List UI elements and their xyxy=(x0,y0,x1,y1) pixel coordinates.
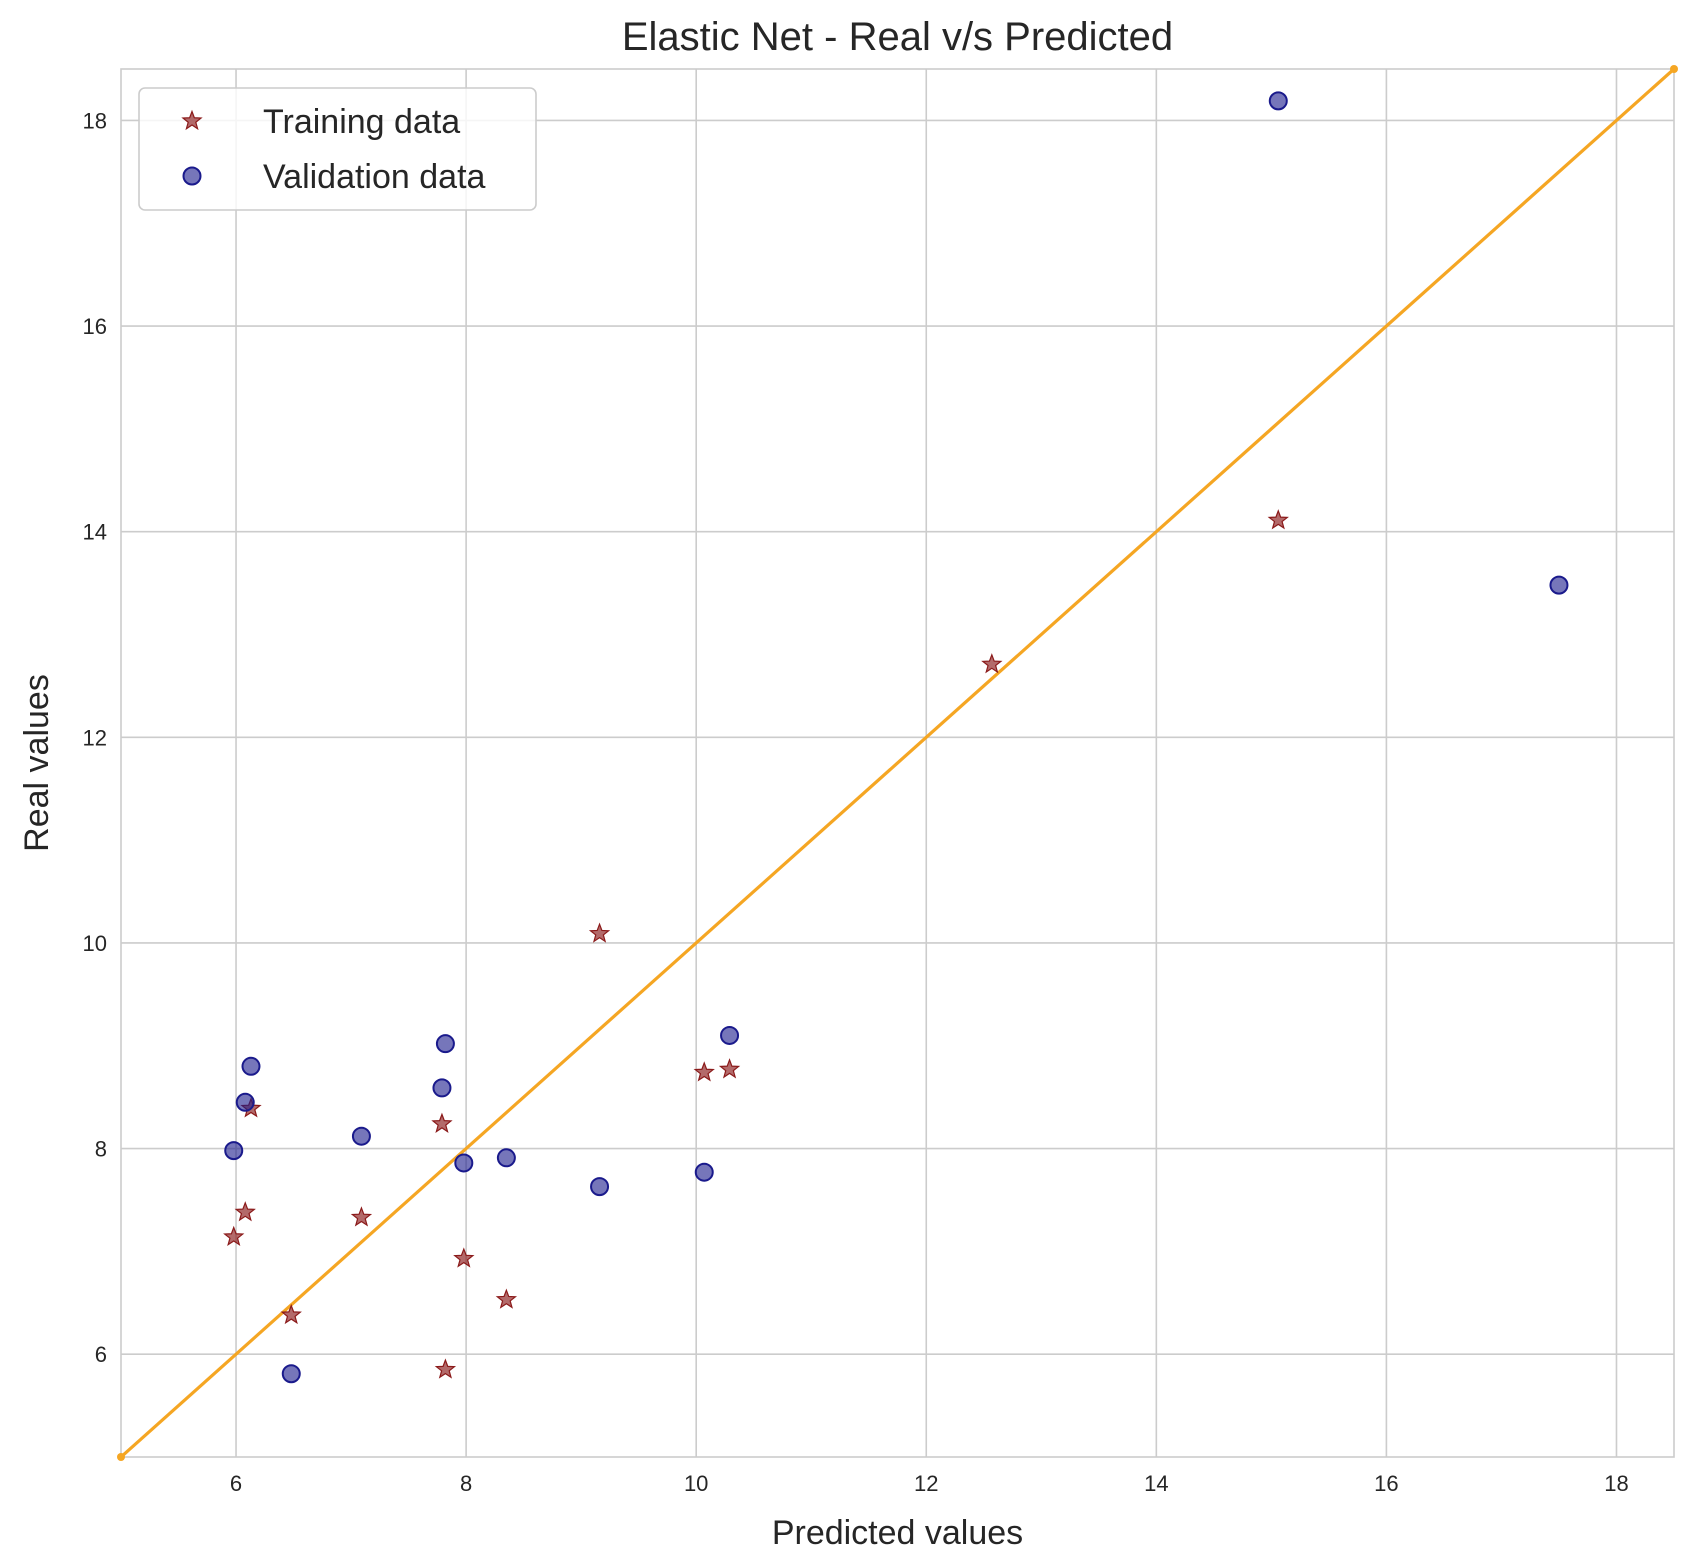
training-point xyxy=(280,1303,302,1325)
training-point xyxy=(693,1061,715,1082)
legend-marker xyxy=(182,166,202,186)
legend-label-training: Training data xyxy=(263,103,460,141)
validation-point xyxy=(281,1364,301,1384)
y-tick-label: 18 xyxy=(83,108,107,133)
x-tick-label: 10 xyxy=(684,1471,708,1496)
y-tick-label: 14 xyxy=(83,520,107,545)
plot-frame xyxy=(120,68,1675,1458)
training-point xyxy=(718,1058,741,1079)
training-point xyxy=(434,1358,457,1379)
validation-point xyxy=(235,1092,255,1112)
legend-label-validation: Validation data xyxy=(263,158,486,196)
y-tick-label: 6 xyxy=(95,1342,107,1367)
validation-point xyxy=(241,1056,261,1076)
x-tick-label: 8 xyxy=(460,1471,472,1496)
training-point xyxy=(981,653,1003,674)
validation-point xyxy=(435,1034,455,1054)
legend-marker-validation xyxy=(182,166,202,186)
x-tick-label: 18 xyxy=(1604,1471,1628,1496)
validation-point xyxy=(590,1177,610,1197)
legend: Training data Validation data xyxy=(138,87,537,211)
y-tick-label: 12 xyxy=(83,725,107,750)
legend-box xyxy=(138,87,537,211)
validation-point xyxy=(496,1148,516,1168)
training-point xyxy=(588,922,611,943)
validation-point xyxy=(694,1162,714,1182)
ticks-layer: 6 8 10 12 14 16 18 6 8 10 12 14 16 18 xyxy=(83,108,1629,1496)
y-tick-label: 8 xyxy=(95,1137,107,1162)
validation-point xyxy=(720,1025,740,1045)
validation-point xyxy=(1549,575,1569,595)
identity-line xyxy=(119,67,1676,1459)
training-point xyxy=(234,1201,256,1222)
legend-marker-training xyxy=(181,109,203,131)
training-point xyxy=(223,1225,245,1247)
identity-line-endpoint xyxy=(117,1453,125,1461)
x-tick-label: 14 xyxy=(1144,1471,1168,1496)
x-tick-label: 12 xyxy=(914,1471,938,1496)
reference-line-layer xyxy=(117,65,1678,1461)
y-axis-label: Real values xyxy=(18,674,56,852)
x-tick-label: 16 xyxy=(1374,1471,1398,1496)
y-tick-label: 16 xyxy=(83,314,107,339)
validation-point xyxy=(432,1078,452,1098)
points-layer xyxy=(223,91,1569,1384)
training-point xyxy=(350,1206,373,1227)
validation-point xyxy=(351,1126,371,1146)
validation-point xyxy=(224,1141,244,1161)
x-tick-label: 6 xyxy=(230,1471,242,1496)
identity-line-endpoint xyxy=(1670,65,1678,73)
legend-marker xyxy=(181,109,203,131)
validation-point xyxy=(1268,91,1288,111)
training-point xyxy=(453,1247,475,1268)
x-axis-label: Predicted values xyxy=(772,1514,1023,1552)
y-tick-label: 10 xyxy=(83,931,107,956)
validation-point xyxy=(454,1153,474,1173)
training-point xyxy=(1267,509,1289,530)
training-point xyxy=(431,1112,453,1133)
chart-title: Elastic Net - Real v/s Predicted xyxy=(622,15,1173,59)
training-point xyxy=(495,1288,518,1309)
